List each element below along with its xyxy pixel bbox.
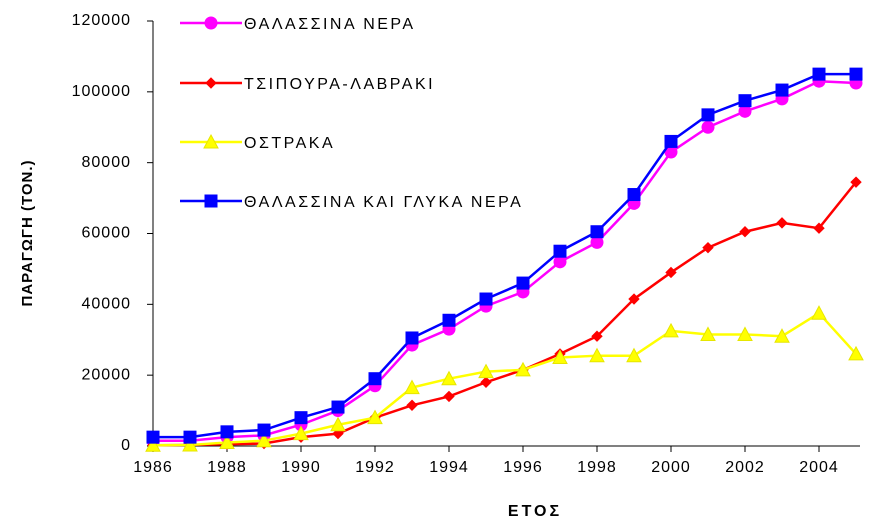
y-tick-label: 120000 <box>72 12 131 29</box>
legend-entry: ΤΣΙΠΟΥΡΑ-ΛΑΒΡΑΚΙ <box>180 72 544 97</box>
marker <box>739 226 751 238</box>
marker <box>626 347 642 363</box>
marker <box>776 217 788 229</box>
x-tick-label: 1986 <box>133 459 173 476</box>
legend-swatch <box>180 133 242 149</box>
x-tick-label: 2000 <box>651 459 691 476</box>
marker <box>552 349 568 364</box>
marker <box>204 16 218 30</box>
marker <box>812 67 826 81</box>
marker <box>442 313 456 327</box>
marker <box>367 409 383 425</box>
marker <box>590 225 604 239</box>
marker <box>701 120 715 134</box>
x-tick-label: 2004 <box>799 459 839 476</box>
y-axis-label: ΠΑΡΑΓΩΓΗ (ΤΟΝ.) <box>19 160 36 307</box>
marker <box>811 305 827 320</box>
marker <box>331 400 345 414</box>
legend-label: ΘΑΛΑΣΣΙΝΑ ΚΑΙ ΓΛΥΚΑ ΝΕΡΑ <box>244 194 524 211</box>
marker <box>591 330 603 342</box>
marker <box>701 108 715 122</box>
y-tick-label: 100000 <box>72 83 131 100</box>
marker <box>146 430 160 444</box>
series-line <box>153 72 856 439</box>
marker <box>220 425 234 439</box>
marker <box>515 361 531 377</box>
y-tick-label: 40000 <box>82 296 132 313</box>
legend-swatch <box>180 194 242 208</box>
y-tick-label: 80000 <box>82 154 132 171</box>
marker <box>330 416 346 432</box>
legend-entry: ΟΣΤΡΑΚΑ <box>180 131 544 156</box>
marker <box>219 434 235 449</box>
marker <box>182 436 198 452</box>
marker <box>203 133 219 149</box>
marker <box>738 94 752 108</box>
x-tick-label: 1996 <box>503 459 543 476</box>
y-tick-label: 20000 <box>82 366 132 383</box>
marker <box>443 390 455 403</box>
legend-swatch <box>180 77 242 89</box>
marker <box>441 370 457 386</box>
x-tick-label: 1990 <box>281 459 321 476</box>
marker <box>849 67 863 81</box>
legend-entry: ΘΑΛΑΣΣΙΝΑ ΚΑΙ ΓΛΥΚΑ ΝΕΡΑ <box>180 190 544 215</box>
marker <box>627 188 641 202</box>
marker <box>848 345 864 361</box>
marker <box>256 432 272 448</box>
marker <box>293 425 309 441</box>
marker <box>589 347 605 363</box>
marker <box>850 176 862 188</box>
marker <box>183 430 197 444</box>
marker <box>479 292 493 306</box>
marker <box>663 322 679 338</box>
y-tick-label: 0 <box>121 437 131 454</box>
marker <box>406 399 418 411</box>
marker <box>478 363 494 379</box>
marker <box>205 77 217 89</box>
x-tick-label: 1998 <box>577 459 617 476</box>
marker <box>774 328 790 343</box>
legend-label: ΟΣΤΡΑΚΑ <box>244 135 336 152</box>
marker <box>664 134 678 148</box>
series-line <box>152 311 857 447</box>
legend-label: ΤΣΙΠΟΥΡΑ-ΛΑΒΡΑΚΙ <box>244 76 436 93</box>
series-line <box>152 181 857 447</box>
marker <box>405 331 419 345</box>
x-tick-label: 1992 <box>355 459 395 476</box>
marker <box>480 376 492 388</box>
y-tick-label: 60000 <box>82 225 132 242</box>
marker <box>702 241 714 254</box>
x-axis-label: ΕΤΟΣ <box>508 503 562 520</box>
legend-label: ΘΑΛΑΣΣΙΝΑ ΝΕΡΑ <box>244 16 416 33</box>
marker <box>516 276 530 290</box>
marker <box>813 222 825 234</box>
marker <box>775 83 789 97</box>
marker <box>368 372 382 386</box>
marker <box>145 437 161 452</box>
x-tick-label: 2002 <box>725 459 765 476</box>
marker <box>553 244 567 258</box>
marker <box>404 379 420 395</box>
marker <box>257 423 271 437</box>
marker <box>628 293 640 305</box>
marker <box>294 411 308 425</box>
x-tick-label: 1988 <box>207 459 247 476</box>
legend-swatch <box>180 16 242 30</box>
marker <box>204 194 218 208</box>
marker <box>700 326 716 341</box>
x-tick-label: 1994 <box>429 459 469 476</box>
legend-entry: ΘΑΛΑΣΣΙΝΑ ΝΕΡΑ <box>180 12 544 37</box>
marker <box>737 326 753 341</box>
marker <box>665 266 677 279</box>
